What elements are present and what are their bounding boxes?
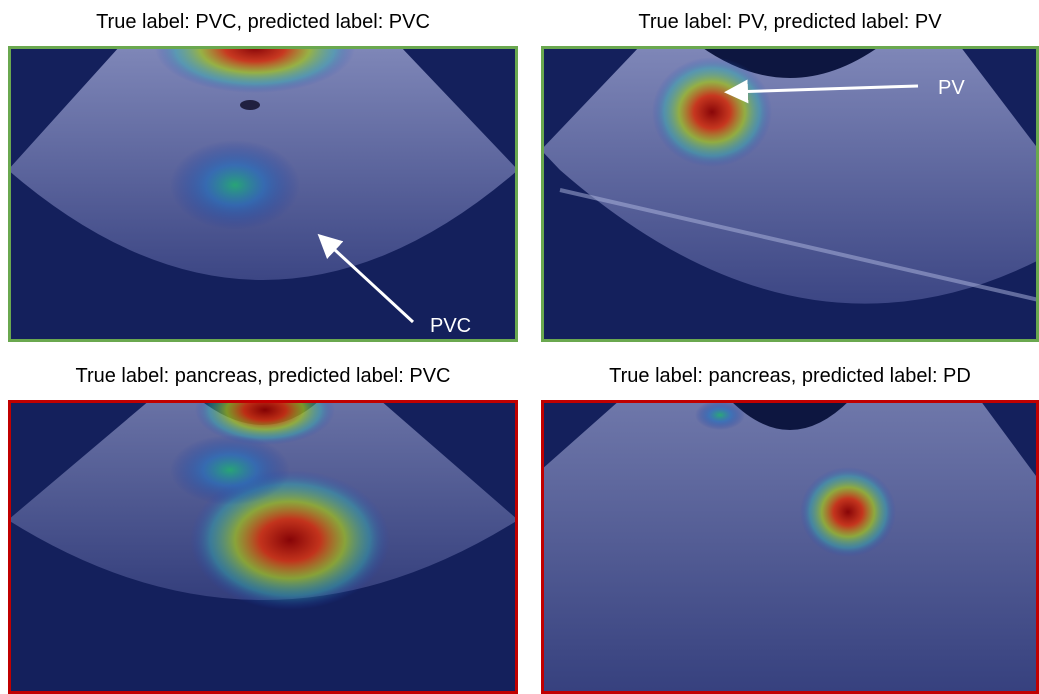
image (8, 3, 518, 342)
annotation: PV (938, 77, 965, 99)
figure: True label: PVC, predicted label: PVC PV… (0, 0, 1039, 694)
annotation: PVC (430, 315, 471, 337)
image (8, 375, 518, 694)
image (541, 400, 1039, 694)
panel-title: True label: pancreas, predicted label: P… (609, 365, 971, 387)
panel-title: True label: PV, predicted label: PV (638, 11, 942, 33)
panel-title: True label: pancreas, predicted label: P… (75, 365, 450, 387)
panel-title: True label: PVC, predicted label: PVC (96, 11, 430, 33)
